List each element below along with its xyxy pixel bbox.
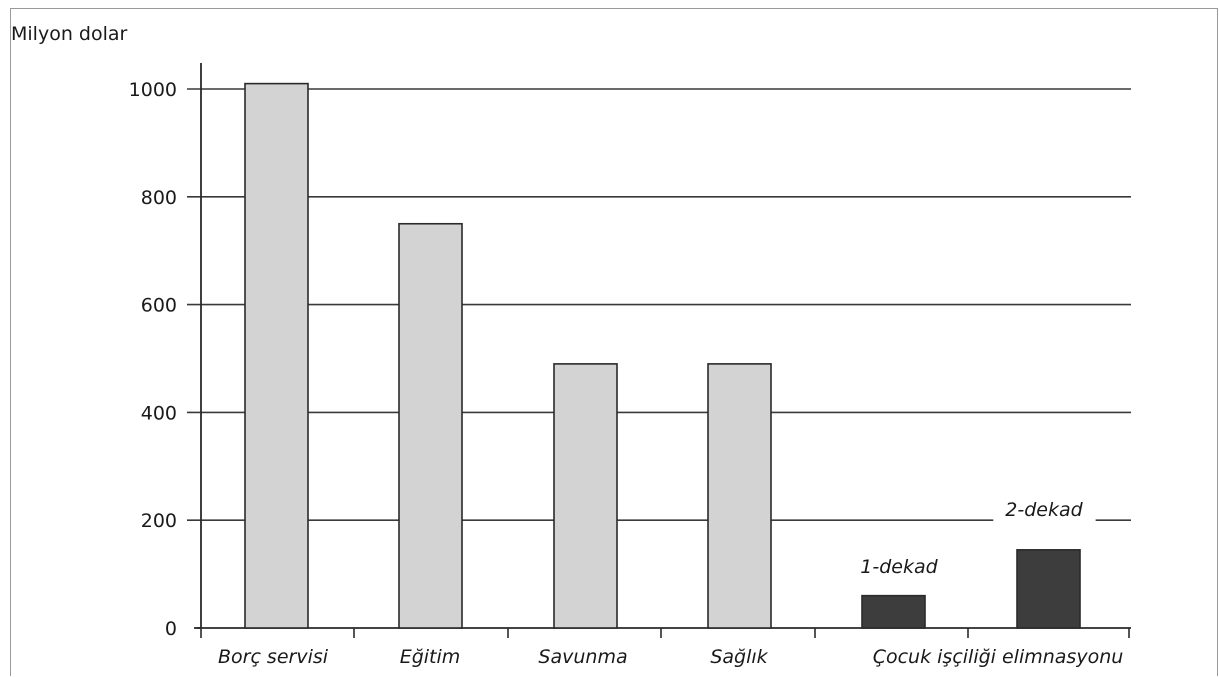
y-tick-label: 800: [141, 187, 177, 209]
x-category-label: Sağlık: [710, 646, 768, 668]
chart-frame: 0 200 400 600 800 1000 1-dekad 2-dekad Borç serv…: [10, 8, 1218, 676]
bar-annotation-label: 2-dekad: [1005, 499, 1083, 521]
gridlines: [187, 88, 1131, 524]
bar: [244, 82, 309, 629]
bar: [398, 222, 463, 629]
bar-annotation-label: 1-dekad: [860, 556, 938, 578]
gridline-gap: [993, 517, 1096, 524]
labels: 0 200 400 600 800 1000 1-dekad 2-dekad Borç serv…: [129, 79, 1124, 668]
axes: [194, 63, 1131, 638]
y-tick-label: 0: [165, 618, 177, 640]
bar-chart: 0 200 400 600 800 1000 1-dekad 2-dekad Borç serv…: [11, 23, 1131, 668]
x-category-label: Savunma: [538, 646, 627, 668]
y-tick-label: 1000: [129, 79, 177, 101]
bars: [244, 82, 1081, 629]
y-tick-label: 600: [141, 295, 177, 317]
bar: [861, 594, 926, 629]
x-category-label: Eğitim: [400, 646, 461, 668]
bar: [1016, 549, 1081, 629]
y-axis-title: Milyon dolar: [11, 23, 128, 45]
y-tick-label: 400: [141, 402, 177, 424]
x-category-label: Çocuk işçiliği elimnasyonu: [873, 646, 1124, 668]
bar: [707, 363, 772, 629]
x-category-label: Borç servisi: [218, 646, 329, 668]
y-tick-label: 200: [141, 510, 177, 532]
bar: [553, 363, 618, 629]
